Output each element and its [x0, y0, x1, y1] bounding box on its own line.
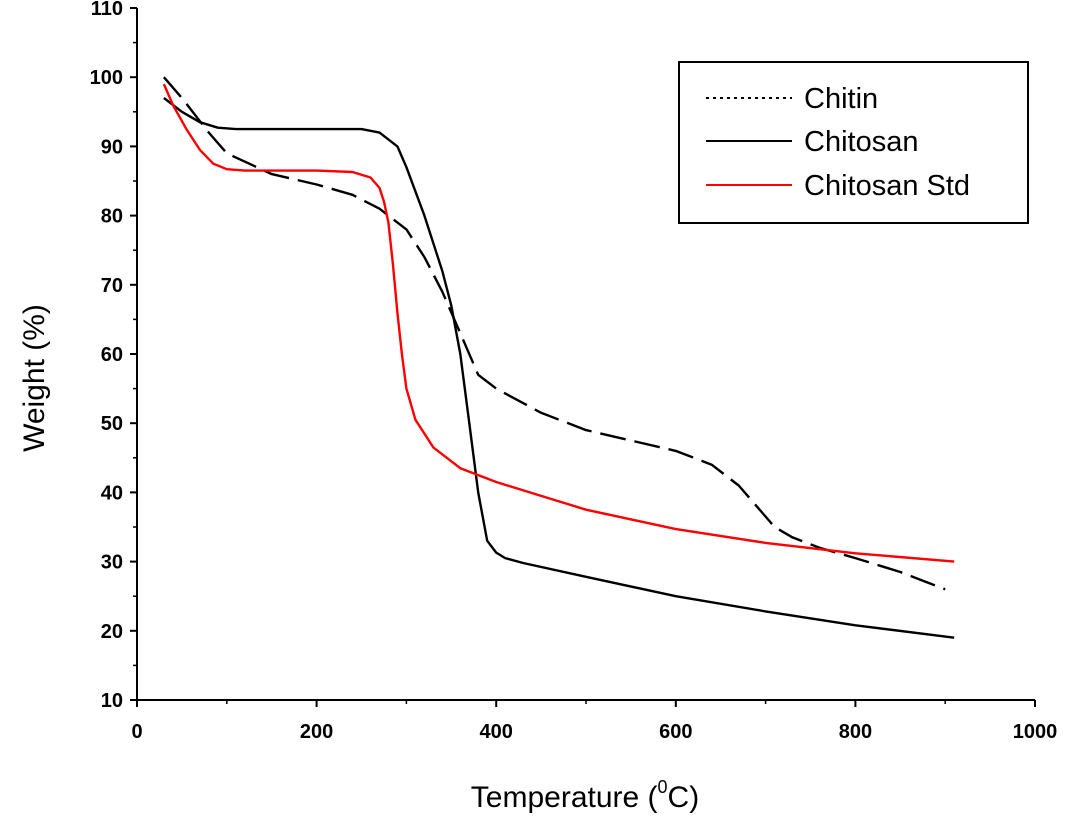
y-tick-label: 30	[101, 552, 123, 574]
y-tick-label: 40	[101, 482, 123, 504]
series-line-chitosan	[163, 97, 955, 639]
x-tick-label: 0	[131, 721, 142, 743]
y-tick-label: 80	[101, 206, 123, 228]
x-tick-label: 1000	[1013, 721, 1058, 743]
y-tick-label: 110	[91, 0, 123, 20]
x-tick-label: 600	[659, 721, 692, 743]
y-tick-label: 10	[101, 690, 123, 712]
y-tick-label: 70	[101, 275, 123, 297]
legend-label: Chitosan Std	[804, 170, 970, 202]
x-axis-title: Temperature (0C)	[471, 777, 699, 814]
x-axis-title-superscript: 0	[658, 777, 668, 797]
y-tick-label: 60	[101, 344, 123, 366]
y-tick-label: 50	[101, 413, 123, 435]
legend-box	[678, 61, 1029, 224]
y-axis-title: Weight (%)	[18, 304, 51, 452]
series-line-chitin	[162, 76, 946, 591]
y-tick-label: 100	[90, 67, 123, 89]
series-layer	[162, 76, 955, 639]
series-line-chitosan-std	[162, 83, 955, 563]
x-axis-title-end: C)	[668, 781, 700, 814]
y-tick-label: 90	[101, 136, 123, 158]
y-tick-label: 20	[101, 621, 123, 643]
legend-label: Chitin	[804, 83, 878, 115]
x-tick-label: 200	[300, 721, 333, 743]
x-axis-title-main: Temperature (	[471, 781, 658, 814]
x-tick-label: 800	[839, 721, 872, 743]
x-tick-label: 400	[480, 721, 513, 743]
legend: Chitin Chitosan Chitosan Std	[678, 61, 1029, 224]
axes: 10 20 30 40 50 60 70 80 90 100 110 0 200 400 600 800 100…	[90, 0, 1058, 743]
legend-label: Chitosan	[804, 126, 918, 158]
